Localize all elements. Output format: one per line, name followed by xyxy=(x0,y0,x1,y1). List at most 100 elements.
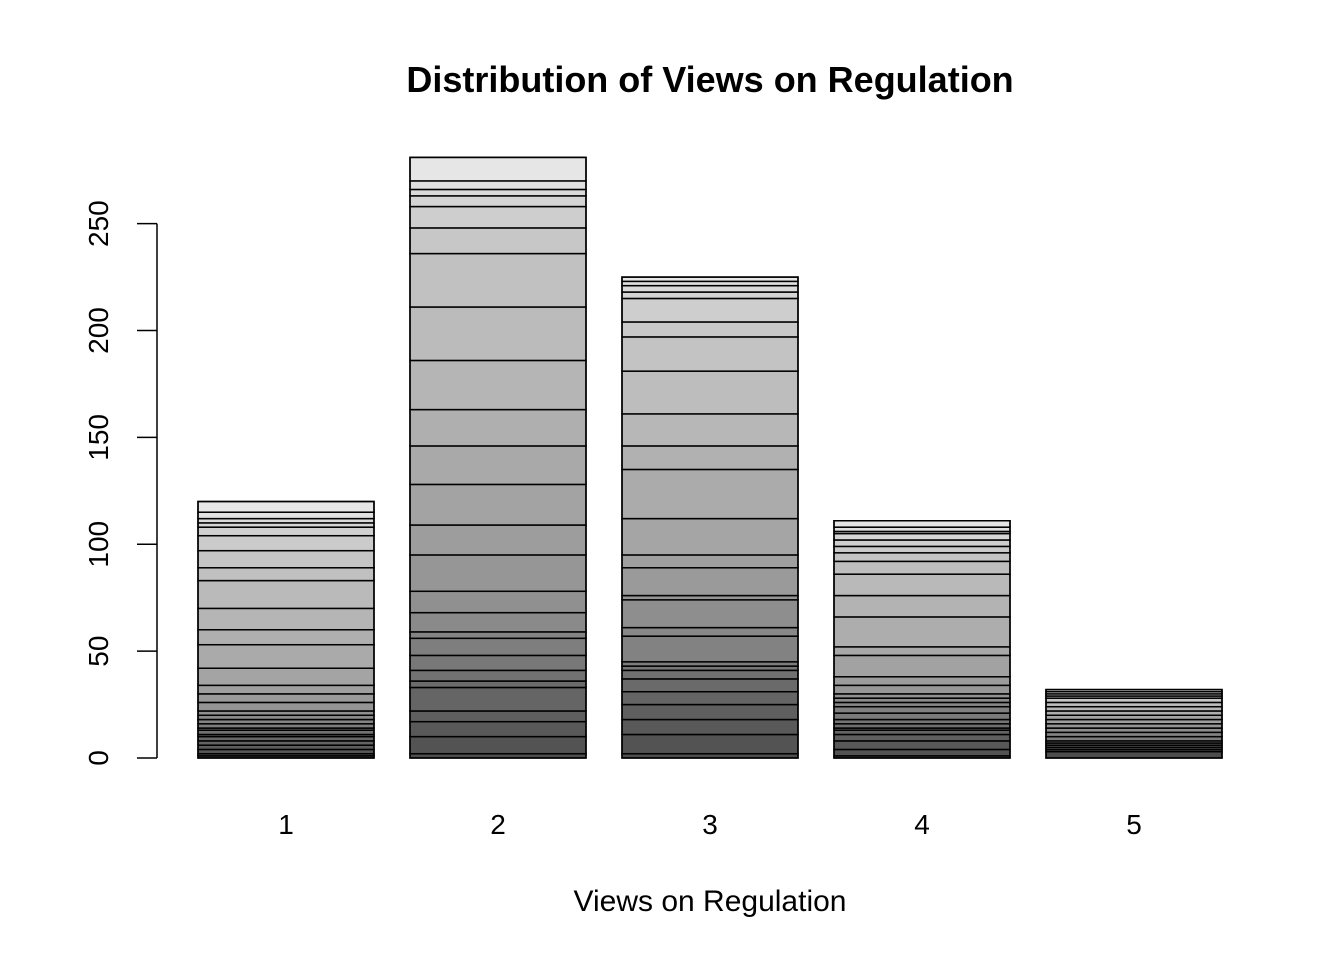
bar-segment xyxy=(409,611,587,633)
bar-segment xyxy=(621,517,799,556)
bar-segment xyxy=(197,629,375,646)
bar-segment xyxy=(197,607,375,631)
bar-segment xyxy=(621,690,799,706)
bar-4 xyxy=(833,519,1011,759)
bar-outline xyxy=(409,156,587,759)
y-tick-label: 200 xyxy=(83,307,114,354)
bar-segment xyxy=(833,705,1011,714)
y-tick-label: 250 xyxy=(83,200,114,247)
bar-segment xyxy=(197,567,375,582)
bar-outline xyxy=(833,519,1011,759)
y-axis: 0 50 100 150 200 250 xyxy=(83,200,158,766)
bar-segment xyxy=(621,599,799,629)
bar-3 xyxy=(621,276,799,759)
bar-segment xyxy=(833,654,1011,678)
bar-segment xyxy=(833,532,1011,541)
bar-segment xyxy=(409,306,587,362)
y-tick-label: 150 xyxy=(83,414,114,461)
bar-segment xyxy=(621,297,799,323)
bar-segment xyxy=(197,684,375,695)
bar-segment xyxy=(409,669,587,682)
bar-segment xyxy=(833,616,1011,648)
bar-segment xyxy=(833,712,1011,721)
bar-segment xyxy=(197,534,375,552)
bar-segment xyxy=(621,626,799,637)
bar-segment xyxy=(621,678,799,693)
x-tick-labels: 1 2 3 4 5 xyxy=(278,809,1142,840)
bar-segment xyxy=(833,684,1011,695)
bar-segment xyxy=(833,740,1011,751)
bar-segment xyxy=(409,590,587,614)
y-tick-label: 50 xyxy=(83,636,114,667)
bar-segment xyxy=(409,720,587,738)
bar-segment xyxy=(409,637,587,657)
bar-segment xyxy=(833,594,1011,618)
bar-segment xyxy=(833,573,1011,597)
bar-segment xyxy=(621,567,799,597)
x-tick-label: 5 xyxy=(1126,809,1142,840)
bar-segment xyxy=(409,252,587,308)
bar-segment xyxy=(197,526,375,537)
bar-segment xyxy=(621,284,799,293)
bar-segment xyxy=(621,669,799,680)
bar-segment xyxy=(621,445,799,471)
bar-segment xyxy=(409,205,587,229)
bar-segment xyxy=(833,748,1011,757)
bar-segment xyxy=(621,718,799,736)
bar-segment xyxy=(409,631,587,640)
x-tick-label: 1 xyxy=(278,809,294,840)
bar-segment xyxy=(621,733,799,755)
bar-segment xyxy=(833,560,1011,575)
bar-segment xyxy=(197,549,375,569)
bar-segment xyxy=(409,735,587,755)
bar-outline xyxy=(197,500,375,759)
bar-segment xyxy=(409,524,587,556)
x-tick-label: 2 xyxy=(490,809,506,840)
bars xyxy=(197,156,1223,759)
bar-segment xyxy=(409,710,587,723)
bar-segment xyxy=(409,686,587,712)
bar-segment xyxy=(621,635,799,663)
bar-segment xyxy=(833,552,1011,563)
bar-segment xyxy=(1045,750,1223,759)
bar-segment xyxy=(409,654,587,672)
bar-segment xyxy=(621,703,799,721)
bar-segment xyxy=(833,733,1011,742)
bar-segment xyxy=(197,643,375,669)
x-axis-label: Views on Regulation xyxy=(574,885,847,918)
bar-segment xyxy=(621,468,799,520)
bar-segment xyxy=(409,195,587,208)
bar-segment xyxy=(197,579,375,610)
bar-2 xyxy=(409,156,587,759)
bar-segment xyxy=(409,445,587,486)
bar-segment xyxy=(197,511,375,520)
bar-segment xyxy=(833,676,1011,687)
bar-segment xyxy=(409,359,587,411)
bar-segment xyxy=(833,646,1011,657)
bar-segment xyxy=(197,701,375,712)
bar-segment xyxy=(409,227,587,255)
bar-segment xyxy=(409,680,587,689)
bar-segment xyxy=(621,413,799,447)
x-tick-label: 3 xyxy=(702,809,718,840)
y-tick-label: 100 xyxy=(83,521,114,568)
chart-title: Distribution of Views on Regulation xyxy=(406,59,1013,100)
bar-segment xyxy=(409,483,587,526)
bar-segment xyxy=(621,291,799,300)
bar-segment xyxy=(197,667,375,687)
y-tick-label: 0 xyxy=(83,750,114,766)
bar-segment xyxy=(409,188,587,197)
bar-segment xyxy=(409,408,587,447)
bar-segment xyxy=(621,370,799,415)
bar-5 xyxy=(1045,688,1223,759)
bar-segment xyxy=(833,519,1011,528)
bar-segment xyxy=(833,539,1011,548)
bar-segment xyxy=(833,545,1011,554)
bar-segment xyxy=(409,180,587,191)
bar-segment xyxy=(621,321,799,338)
bar-segment xyxy=(409,554,587,593)
bar-outline xyxy=(621,276,799,759)
x-tick-label: 4 xyxy=(914,809,930,840)
bar-segment xyxy=(409,156,587,182)
